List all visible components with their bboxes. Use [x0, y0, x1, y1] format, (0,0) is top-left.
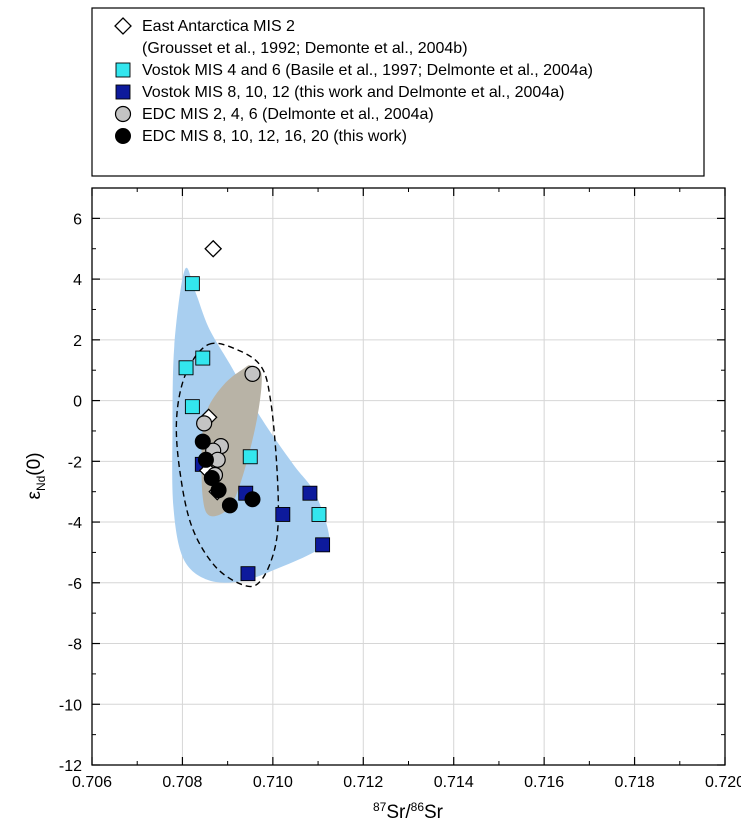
data-point-circle-black [197, 451, 214, 468]
data-point-circle-black [244, 491, 261, 508]
data-points [178, 239, 331, 582]
data-point-square-navy [315, 537, 331, 553]
y-axis-label-epsilon: ε [24, 491, 45, 500]
y-axis-label-rest: (0) [24, 452, 45, 475]
legend-label: (Grousset et al., 1992; Demonte et al., … [142, 40, 468, 57]
y-tick-label: -4 [68, 515, 82, 532]
x-axis-label-sup2: 86 [411, 800, 425, 814]
legend-marker-circle-gray [114, 105, 132, 123]
y-tick-label: 2 [73, 333, 82, 350]
x-tick-label: 0.706 [72, 774, 112, 791]
data-point-square-cyan [195, 350, 211, 366]
data-point-square-cyan [184, 399, 200, 415]
legend-label: EDC MIS 2, 4, 6 (Delmonte et al., 2004a) [142, 106, 434, 123]
x-tick-label: 0.712 [343, 774, 383, 791]
y-tick-label: 4 [73, 272, 82, 289]
data-point-diamond-open [204, 239, 223, 258]
legend-entry: Vostok MIS 4 and 6 (Basile et al., 1997;… [115, 62, 593, 79]
y-tick-label: -12 [59, 758, 82, 775]
ticks: 0.706 0.708 0.710 0.712 0.714 0.716 0.718 0.720… [59, 187, 741, 791]
legend-label: EDC MIS 8, 10, 12, 16, 20 (this work) [142, 128, 407, 145]
legend-marker-square-navy [115, 84, 131, 100]
legend-marker-circle-black [115, 128, 131, 144]
legend-marker-diamond-open [114, 17, 132, 35]
y-axis-label-sub: Nd [34, 476, 48, 491]
x-tick-label: 0.718 [615, 774, 655, 791]
x-tick-label: 0.708 [162, 774, 202, 791]
x-axis-label-part2: Sr [424, 802, 444, 823]
data-point-square-cyan [184, 276, 200, 292]
data-point-square-cyan [311, 507, 327, 522]
y-tick-label: -10 [59, 697, 82, 714]
legend-marker-square-cyan [115, 62, 131, 78]
legend-box [91, 7, 705, 177]
y-tick-label: 6 [73, 211, 82, 228]
y-tick-label: 0 [73, 394, 82, 411]
data-point-circle-gray [196, 415, 213, 432]
x-tick-label: 0.714 [434, 774, 474, 791]
data-point-square-navy [302, 485, 318, 501]
data-point-circle-black [221, 497, 238, 514]
x-tick-label: 0.710 [253, 774, 293, 791]
data-point-circle-gray [244, 365, 261, 382]
legend: East Antarctica MIS 2 (Grousset et al., 1… [91, 7, 705, 177]
x-axis-label: 87Sr/86Sr [373, 800, 444, 823]
data-point-square-cyan [178, 360, 194, 376]
data-point-square-cyan [242, 449, 258, 465]
legend-label: Vostok MIS 4 and 6 (Basile et al., 1997;… [142, 62, 593, 79]
x-tick-label: 0.720 [705, 774, 741, 791]
legend-entry: EDC MIS 2, 4, 6 (Delmonte et al., 2004a) [114, 105, 434, 123]
y-tick-label: -2 [68, 454, 82, 471]
y-tick-label: -6 [68, 576, 82, 593]
x-axis-label-part1: Sr/ [386, 802, 411, 823]
x-axis-label-sup1: 87 [373, 800, 387, 814]
legend-items: East Antarctica MIS 2 (Grousset et al., 1… [114, 17, 593, 145]
data-point-circle-black [203, 470, 220, 487]
plot-area: 0.706 0.708 0.710 0.712 0.714 0.716 0.718 0.720… [59, 187, 741, 791]
edc-mis8-20-dashed-region [175, 342, 280, 588]
y-axis-label: εNd(0) [24, 452, 48, 499]
data-point-circle-black [194, 433, 211, 450]
legend-label: East Antarctica MIS 2 [142, 18, 295, 35]
legend-entry: Vostok MIS 8, 10, 12 (this work and Delm… [115, 84, 564, 101]
y-tick-label: -8 [68, 637, 82, 654]
legend-entry: EDC MIS 8, 10, 12, 16, 20 (this work) [115, 128, 407, 145]
x-tick-label: 0.716 [524, 774, 564, 791]
data-point-square-navy [275, 507, 291, 522]
legend-label: Vostok MIS 8, 10, 12 (this work and Delm… [142, 84, 564, 101]
data-point-square-navy [240, 566, 256, 582]
data-point-circle-black [210, 482, 227, 499]
legend-entry: East Antarctica MIS 2 (Grousset et al., 1… [114, 17, 468, 57]
